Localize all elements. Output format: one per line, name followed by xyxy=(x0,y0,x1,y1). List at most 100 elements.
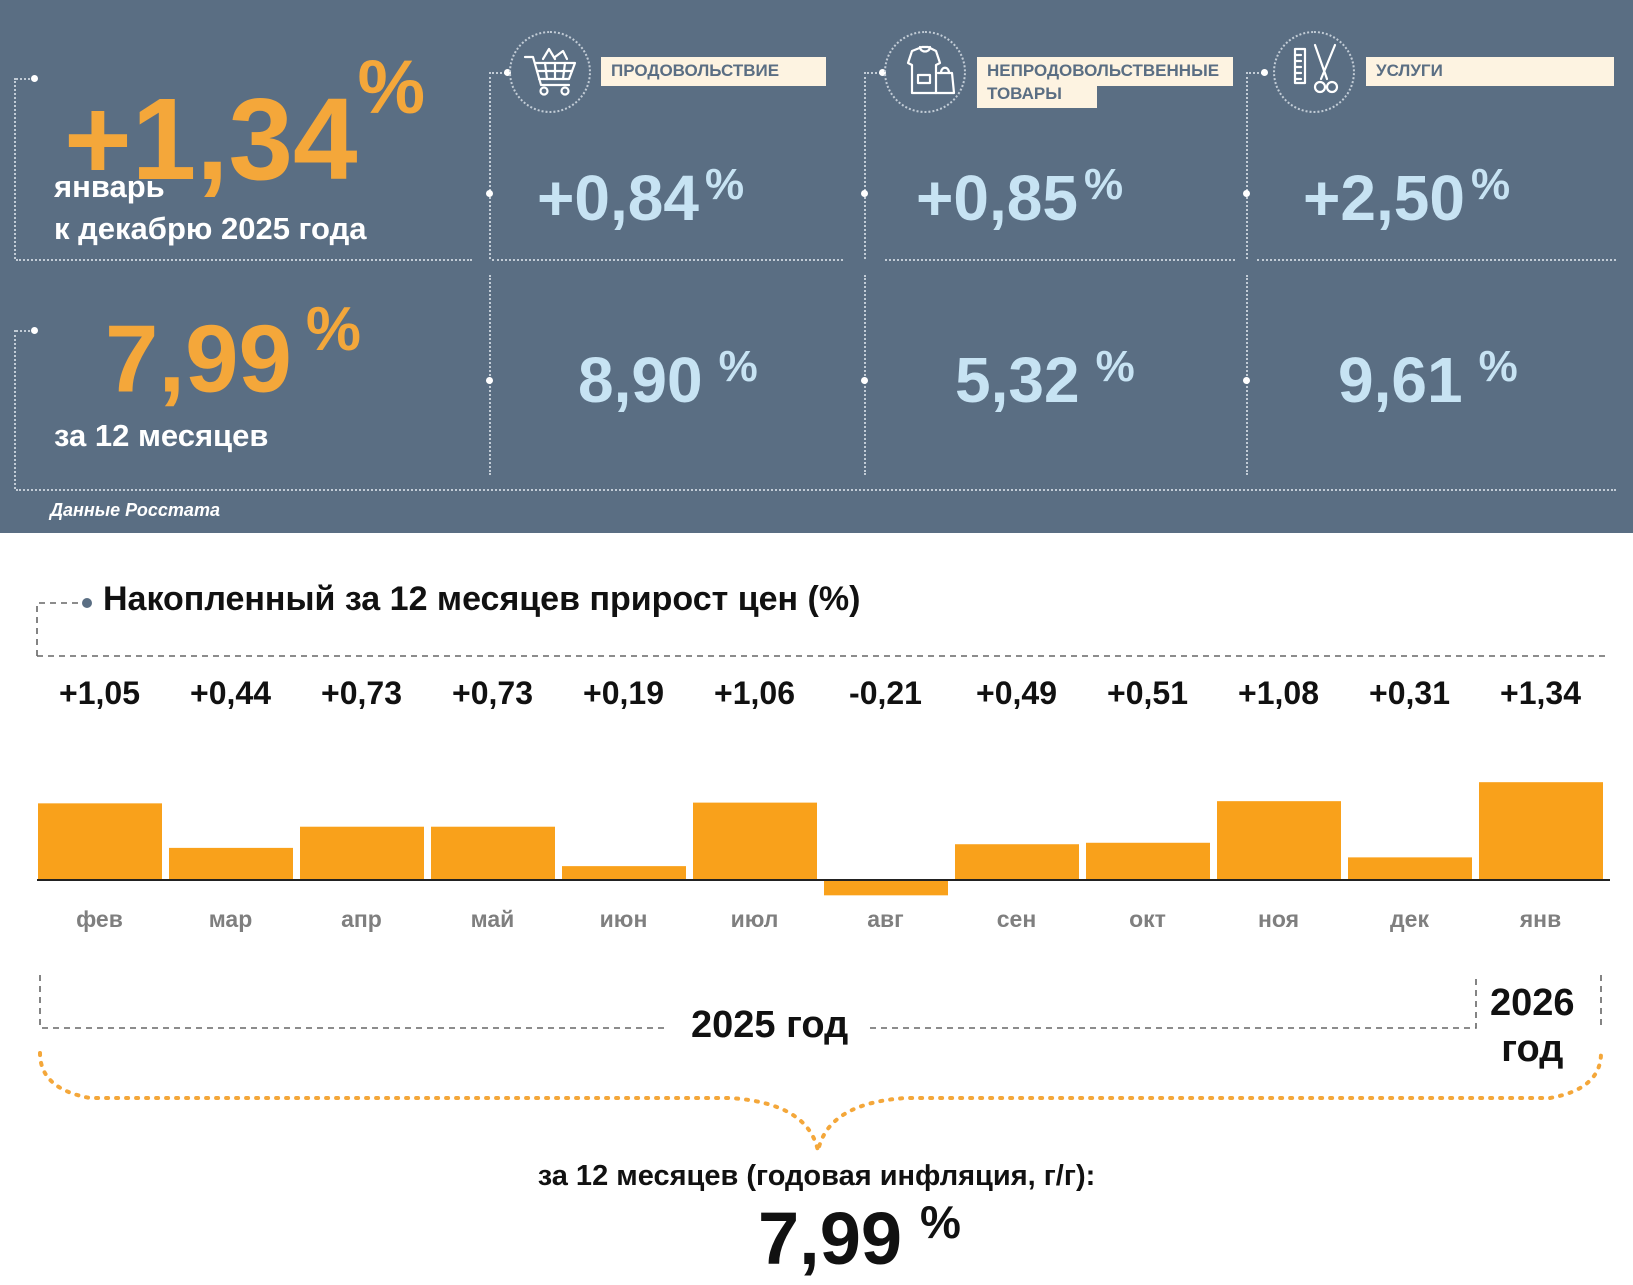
value-label-май: +0,73 xyxy=(452,675,533,711)
category-icon-frame xyxy=(884,31,966,113)
bracket-dot xyxy=(879,69,886,76)
column-divider xyxy=(1246,275,1248,475)
category-icon-frame xyxy=(1273,31,1355,113)
bar-авг xyxy=(824,880,948,896)
month-label-мар: мар xyxy=(208,906,253,932)
bar-окт xyxy=(1086,842,1210,880)
chart-decor xyxy=(36,598,1608,1152)
annual-cpi-value: 7,99% xyxy=(105,295,361,413)
bar-июл xyxy=(693,802,817,880)
chart-title: Накопленный за 12 месяцев прирост цен (%… xyxy=(103,580,861,618)
divider-line xyxy=(885,259,1235,261)
category-icon-frame xyxy=(509,31,591,113)
divider-line xyxy=(16,489,1616,491)
month-label-авг: авг xyxy=(867,906,904,932)
column-divider xyxy=(489,275,491,475)
annual-period-label: за 12 месяцев xyxy=(54,418,269,453)
title-dot xyxy=(82,598,92,608)
month-label-сен: сен xyxy=(996,906,1037,932)
value-label-июл: +1,06 xyxy=(714,675,795,711)
year-2025-bracket-left xyxy=(39,975,665,1029)
category-label-services: УСЛУГИ xyxy=(1366,57,1614,86)
value-label-янв: +1,34 xyxy=(1500,675,1581,711)
row-dot xyxy=(1243,377,1250,384)
column-divider xyxy=(489,72,491,259)
bar-chart xyxy=(37,782,1610,896)
bracket-line xyxy=(14,78,16,259)
value-label-апр: +0,73 xyxy=(321,675,402,711)
month-label-май: май xyxy=(470,906,515,932)
percent-sign: % xyxy=(357,45,426,130)
value-label-авг: -0,21 xyxy=(849,675,922,711)
percent-sign: % xyxy=(1470,160,1511,209)
divider-line xyxy=(492,259,843,261)
nonfood-monthly-value: +0,85% xyxy=(916,160,1124,234)
month-label-июн: июн xyxy=(599,906,648,932)
bar-июн xyxy=(562,866,686,880)
bar-фев xyxy=(38,803,162,880)
month-label-июл: июл xyxy=(730,906,779,932)
bar-ноя xyxy=(1217,801,1341,880)
value-label-дек: +0,31 xyxy=(1369,675,1450,711)
monthly-cpi-value: +1,34% xyxy=(64,45,426,204)
bracket-line xyxy=(14,330,16,489)
services-monthly-value: +2,50% xyxy=(1303,160,1511,234)
month-label-апр: апр xyxy=(341,906,382,932)
month-label-ноя: ноя xyxy=(1257,906,1300,932)
percent-sign: % xyxy=(704,160,745,209)
row-dot xyxy=(486,377,493,384)
bracket-line xyxy=(864,72,884,74)
food-annual-value: 8,90% xyxy=(578,342,758,416)
category-label-nonfood-line2: ТОВАРЫ xyxy=(977,80,1097,108)
value-label-окт: +0,51 xyxy=(1107,675,1188,711)
bracket-dot xyxy=(31,327,38,334)
summary-value: 7,99% xyxy=(758,1196,961,1280)
row-dot xyxy=(861,190,868,197)
month-label-окт: окт xyxy=(1129,906,1166,932)
percent-sign: % xyxy=(305,295,361,364)
bracket-line xyxy=(489,72,509,74)
food-monthly-value: +0,84% xyxy=(537,160,745,234)
row-dot xyxy=(486,190,493,197)
month-label-янв: янв xyxy=(1519,906,1562,932)
bar-дек xyxy=(1348,857,1472,880)
bar-мар xyxy=(169,847,293,880)
nonfood-annual-value: 5,32% xyxy=(955,342,1135,416)
percent-sign: % xyxy=(718,342,758,391)
bracket-dot xyxy=(504,69,511,76)
summary-label: за 12 месяцев (годовая инфляция, г/г): xyxy=(537,1160,1096,1192)
row-dot xyxy=(1243,190,1250,197)
bracket-line xyxy=(16,330,34,332)
percent-sign: % xyxy=(1095,342,1135,391)
percent-sign: % xyxy=(1083,160,1124,209)
bracket-line xyxy=(16,78,34,80)
percent-sign: % xyxy=(1478,342,1518,391)
data-source: Данные Росстата xyxy=(50,500,220,520)
year-2025-bracket-right xyxy=(870,975,1477,1029)
bracket-line xyxy=(1246,72,1266,74)
column-divider xyxy=(1246,72,1248,259)
value-label-ноя: +1,08 xyxy=(1238,675,1319,711)
value-label-мар: +0,44 xyxy=(190,675,271,711)
row-dot xyxy=(861,377,868,384)
divider-line xyxy=(16,259,472,261)
month-label-дек: дек xyxy=(1390,906,1429,932)
title-bracket xyxy=(36,602,78,656)
percent-sign: % xyxy=(920,1196,961,1248)
bracket-dot xyxy=(1261,69,1268,76)
summary-panel: +1,34% январь к декабрю 2025 года 7,99% … xyxy=(0,0,1633,533)
column-divider xyxy=(864,72,866,259)
summary-brace xyxy=(38,1051,1603,1152)
shopping-cart-icon xyxy=(523,47,577,96)
month-label-фев: фев xyxy=(76,906,123,932)
value-label-сен: +0,49 xyxy=(976,675,1057,711)
value-label-июн: +0,19 xyxy=(583,675,664,711)
year-2025-label: 2025 год xyxy=(685,1004,855,1047)
category-label-food: ПРОДОВОЛЬСТВИЕ xyxy=(601,57,826,86)
clothes-bag-icon xyxy=(906,45,956,95)
bar-сен xyxy=(955,844,1079,880)
monthly-period-label: январь к декабрю 2025 года xyxy=(54,169,367,246)
bracket-dot xyxy=(31,75,38,82)
value-label-фев: +1,05 xyxy=(59,675,140,711)
bar-май xyxy=(431,826,555,880)
